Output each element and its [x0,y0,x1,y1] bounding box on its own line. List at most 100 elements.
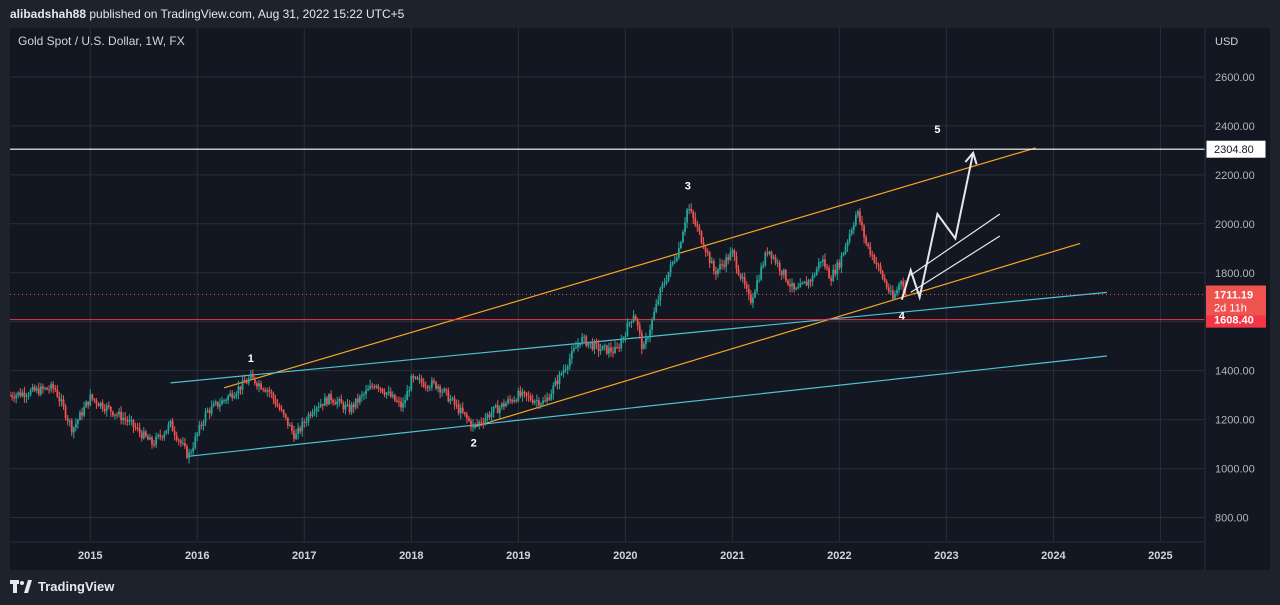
candle-body [457,404,460,414]
candle-body [68,420,71,422]
candle-body [665,280,668,284]
candle-body [389,391,392,397]
candle-body [130,420,133,422]
candle-body [610,347,612,352]
candle-body [741,276,744,279]
candle-body [603,345,606,347]
currency-label[interactable]: USD [1215,36,1238,48]
candle-body [140,432,143,439]
candle-body [710,261,713,264]
candle-body [488,414,491,418]
chart-title[interactable]: Gold Spot / U.S. Dollar, 1W, FX [18,34,185,48]
candle-body [116,414,118,416]
candle-body [729,252,732,261]
candle-body [544,400,546,402]
candle-body [437,386,439,389]
candle-body [749,294,752,303]
x-tick-label: 2025 [1148,550,1172,562]
candle-body [883,277,886,282]
candle-body [21,392,24,396]
candle-body [169,420,172,425]
candle-body [286,417,289,426]
candle-body [727,257,730,261]
candle-body [235,393,238,397]
projection-channel-line [910,235,1001,293]
candle-body [10,395,11,397]
candle-body [478,421,481,425]
candle-body [632,315,635,322]
candle-body [704,247,707,252]
candle-body [239,386,242,390]
x-tick-label: 2015 [78,550,102,562]
candle-body [109,407,112,412]
candle-body [677,248,680,258]
candle-body [605,345,608,354]
candle-body [430,380,433,388]
candle-body [754,291,756,298]
candle-body [891,290,894,299]
candle-body [496,405,499,413]
candle-body [630,321,633,323]
candle-body [313,411,316,413]
candle-body [194,436,197,448]
candle-body [519,390,522,396]
publisher-username[interactable]: alibadshah88 [10,7,87,21]
candle-body [233,396,236,398]
candle-body [27,394,30,396]
candle-body [661,284,664,289]
candle-body [663,283,666,285]
candle-body [35,388,38,391]
candle-body [64,406,67,418]
candle-body [387,391,390,393]
candle-body [412,375,415,379]
candle-body [319,404,322,407]
candle-body [441,391,444,393]
x-tick-label: 2018 [399,550,423,562]
y-tick-label: 2200.00 [1215,170,1255,182]
candle-body [776,262,779,264]
candle-body [675,257,678,261]
candle-body [330,394,332,401]
candle-body [836,262,839,275]
candle-body [149,437,151,440]
candle-body [428,387,431,389]
candle-body [902,281,905,287]
candle-body [241,380,244,390]
candle-body [813,274,816,276]
candle-body [885,281,888,288]
candle-body [144,431,147,437]
candle-body [249,373,252,379]
candle-body [153,444,155,446]
candle-body [155,436,158,446]
candle-body [546,397,549,402]
candle-body [846,241,849,247]
candle-body [671,261,674,265]
candle-body [859,211,861,222]
candle-body [692,211,695,219]
candle-body [575,347,577,349]
candle-body [101,402,104,409]
projection-arrowhead [964,150,978,165]
tradingview-brand[interactable]: TradingView [10,579,114,594]
candle-body [700,231,703,243]
candle-body [52,384,55,389]
candle-body [393,394,396,401]
candle-body [219,404,221,407]
candle-body [264,389,267,392]
candle-body [70,420,73,433]
candle-body [638,325,641,334]
candle-body [354,398,357,408]
candle-body [373,386,376,388]
candle-body [118,411,120,415]
candle-body [564,369,567,371]
candle-body [649,329,651,338]
candle-body [523,391,526,393]
candle-body [93,398,96,401]
candle-body [647,337,649,339]
candle-body [838,262,841,268]
candle-body [151,437,153,445]
candle-body [470,420,472,428]
candle-body [789,284,791,287]
